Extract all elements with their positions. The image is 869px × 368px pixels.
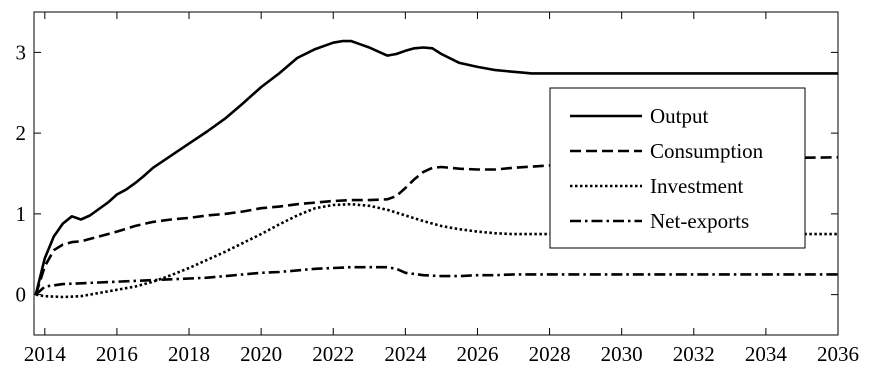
y-tick-label: 0 [16,283,27,307]
legend-label-output: Output [650,104,709,128]
y-tick-label: 3 [16,40,27,64]
series-line-investment [35,202,838,299]
y-tick-label: 2 [16,121,27,145]
plot-frame [33,11,839,336]
legend: Output Consumption Investment Net-exports [549,87,806,249]
x-tick-label: 2034 [745,342,788,366]
x-tick-label: 2028 [529,342,571,366]
x-tick-label: 2030 [601,342,643,366]
x-tick-label: 2014 [24,342,67,366]
x-tick-label: 2022 [312,342,354,366]
legend-label-consumption: Consumption [650,139,764,163]
x-tick-label: 2026 [456,342,498,366]
y-tick-label: 1 [16,202,27,226]
x-tick-label: 2024 [384,342,427,366]
axes-layer: 2014 2016 2018 2020 2022 2024 2026 2028 2030 2032… [16,11,859,366]
series-line-net-exports [34,265,838,296]
series-line-consumption [34,156,839,295]
series-line-output [34,39,838,295]
legend-label-investment: Investment [650,174,743,198]
x-tick-label: 2036 [817,342,859,366]
x-tick-label: 2016 [96,342,138,366]
x-tick-label: 2018 [168,342,210,366]
series-layer [34,39,839,299]
legend-label-net-exports: Net-exports [650,209,749,233]
x-tick-label: 2032 [673,342,715,366]
x-tick-label: 2020 [240,342,282,366]
